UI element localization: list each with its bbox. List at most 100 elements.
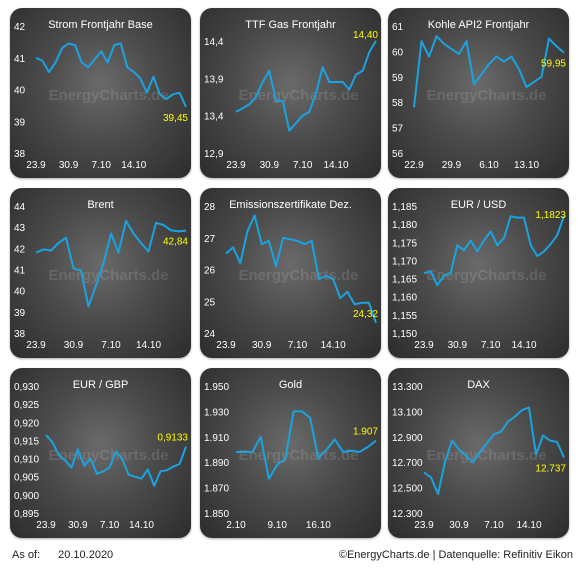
chart-title: Brent	[87, 199, 113, 211]
y-tick-label: 1.950	[204, 382, 229, 393]
x-tick-label: 23.9	[414, 520, 434, 531]
y-tick-label: 1,185	[392, 202, 417, 213]
y-tick-label: 1.890	[204, 458, 229, 469]
y-tick-label: 0,905	[14, 473, 39, 484]
y-tick-label: 13,4	[204, 112, 224, 123]
x-tick-label: 23.9	[36, 520, 56, 531]
y-tick-label: 1.910	[204, 433, 229, 444]
x-tick-label: 23.9	[216, 340, 236, 351]
as-of-label: As of:	[12, 549, 41, 561]
chart-kohle-svg: Kohle API2 Frontjahr EnergyCharts.de 56 57 5…	[392, 19, 566, 171]
series-line	[235, 40, 377, 132]
last-value-label: 1.907	[353, 427, 378, 438]
chart-panel-eurgbp: EUR / GBP EnergyCharts.de 0,895 0,900 0,905 0…	[10, 368, 191, 538]
y-tick-label: 0,915	[14, 436, 39, 447]
y-tick-label: 38	[14, 329, 26, 340]
x-tick-label: 7.10	[484, 520, 504, 531]
y-tick-label: 42	[14, 22, 26, 33]
y-tick-label: 43	[14, 223, 26, 234]
x-tick-label: 14.10	[511, 340, 536, 351]
chart-panel-strom: Strom Frontjahr Base EnergyCharts.de 38 39 4…	[10, 8, 191, 178]
y-tick-label: 44	[14, 202, 26, 213]
series-line	[225, 214, 377, 324]
chart-emission-svg: Emissionszertifikate Dez. EnergyCharts.de…	[204, 199, 378, 351]
y-tick-label: 0,900	[14, 491, 39, 502]
y-tick-label: 39	[14, 308, 26, 319]
y-tick-label: 42	[14, 244, 26, 255]
series-line	[45, 434, 187, 487]
last-value-label: 14,40	[353, 30, 378, 41]
chart-eurusd-svg: EUR / USD EnergyCharts.de 1,150 1,155 1,160 1…	[392, 199, 566, 351]
y-tick-label: 1,180	[392, 220, 417, 231]
y-tick-label: 1,165	[392, 275, 417, 286]
y-tick-label: 1.930	[204, 407, 229, 418]
y-tick-label: 1.850	[204, 509, 229, 520]
chart-panel-brent: Brent EnergyCharts.de 38 39 40 41 42 43 44 23.9 30…	[10, 188, 191, 358]
x-tick-label: 7.10	[101, 340, 121, 351]
last-value-label: 39,45	[163, 113, 188, 124]
y-tick-label: 1,170	[392, 256, 417, 267]
x-tick-label: 2.10	[226, 520, 246, 531]
chart-panel-emission: Emissionszertifikate Dez. EnergyCharts.de…	[200, 188, 381, 358]
chart-gas-svg: TTF Gas Frontjahr EnergyCharts.de 12,9 13,4…	[204, 19, 378, 171]
y-tick-label: 12.300	[392, 509, 423, 520]
y-tick-label: 28	[204, 202, 216, 213]
y-tick-label: 25	[204, 297, 216, 308]
y-tick-label: 38	[14, 149, 26, 160]
last-value-label: 1,1823	[535, 210, 566, 221]
y-tick-label: 12,9	[204, 149, 224, 160]
x-tick-label: 7.10	[91, 160, 111, 171]
watermark-text: EnergyCharts.de	[48, 87, 168, 104]
chart-brent-svg: Brent EnergyCharts.de 38 39 40 41 42 43 44 23.9 30…	[14, 199, 188, 351]
y-tick-label: 58	[392, 98, 404, 109]
x-tick-label: 30.9	[68, 520, 88, 531]
series-line	[423, 406, 565, 495]
chart-title: Gold	[279, 379, 302, 391]
series-line	[35, 219, 187, 308]
y-tick-label: 14,4	[204, 37, 224, 48]
x-tick-label: 30.9	[449, 520, 469, 531]
watermark-text: EnergyCharts.de	[426, 267, 546, 284]
x-tick-label: 30.9	[252, 340, 272, 351]
chart-panel-dax: DAX EnergyCharts.de 12.300 12.500 12.700 12.9…	[388, 368, 569, 538]
x-tick-label: 14.10	[321, 340, 346, 351]
chart-title: Emissionszertifikate Dez.	[229, 199, 352, 211]
watermark-text: EnergyCharts.de	[238, 447, 358, 464]
y-tick-label: 0,910	[14, 455, 39, 466]
x-tick-label: 30.9	[64, 340, 84, 351]
as-of-date: 20.10.2020	[58, 549, 114, 561]
chart-panel-kohle: Kohle API2 Frontjahr EnergyCharts.de 56 57 5…	[388, 8, 569, 178]
watermark-text: EnergyCharts.de	[48, 267, 168, 284]
last-value-label: 24,32	[353, 309, 378, 320]
x-tick-label: 14.10	[516, 520, 541, 531]
y-tick-label: 1,175	[392, 238, 417, 249]
watermark-text: EnergyCharts.de	[426, 447, 546, 464]
x-tick-label: 13.10	[514, 160, 539, 171]
last-value-label: 42,84	[163, 237, 188, 248]
x-tick-label: 7.10	[288, 340, 308, 351]
chart-dax-svg: DAX EnergyCharts.de 12.300 12.500 12.700 12.9…	[392, 379, 566, 531]
chart-strom-svg: Strom Frontjahr Base EnergyCharts.de 38 39 4…	[14, 19, 188, 171]
chart-panel-eurusd: EUR / USD EnergyCharts.de 1,150 1,155 1,160 1…	[388, 188, 569, 358]
last-value-label: 0,9133	[157, 433, 188, 444]
y-tick-label: 56	[392, 149, 404, 160]
last-value-label: 59,95	[541, 59, 566, 70]
x-tick-label: 16.10	[306, 520, 331, 531]
chart-panel-gas: TTF Gas Frontjahr EnergyCharts.de 12,9 13,4…	[200, 8, 381, 178]
x-tick-label: 23.9	[26, 340, 46, 351]
chart-eurgbp-svg: EUR / GBPEnergyCharts.de0,8950,9000,9050…	[14, 379, 188, 531]
x-tick-label: 30.9	[260, 160, 280, 171]
x-tick-label: 9.10	[267, 520, 287, 531]
chart-panel-gold: Gold EnergyCharts.de 1.850 1.870 1.890 1.910 1…	[200, 368, 381, 538]
y-tick-label: 40	[14, 287, 26, 298]
y-tick-label: 40	[14, 86, 26, 97]
chart-title: EUR / GBP	[73, 379, 129, 391]
chart-title: DAX	[467, 379, 490, 391]
y-tick-label: 59	[392, 73, 404, 84]
y-tick-label: 24	[204, 329, 216, 340]
y-tick-label: 1,160	[392, 293, 417, 304]
x-tick-label: 23.9	[26, 160, 46, 171]
y-tick-label: 1,155	[392, 311, 417, 322]
x-tick-label: 6.10	[479, 160, 499, 171]
chart-grid: Strom Frontjahr Base EnergyCharts.de 38 39 4…	[10, 8, 576, 538]
